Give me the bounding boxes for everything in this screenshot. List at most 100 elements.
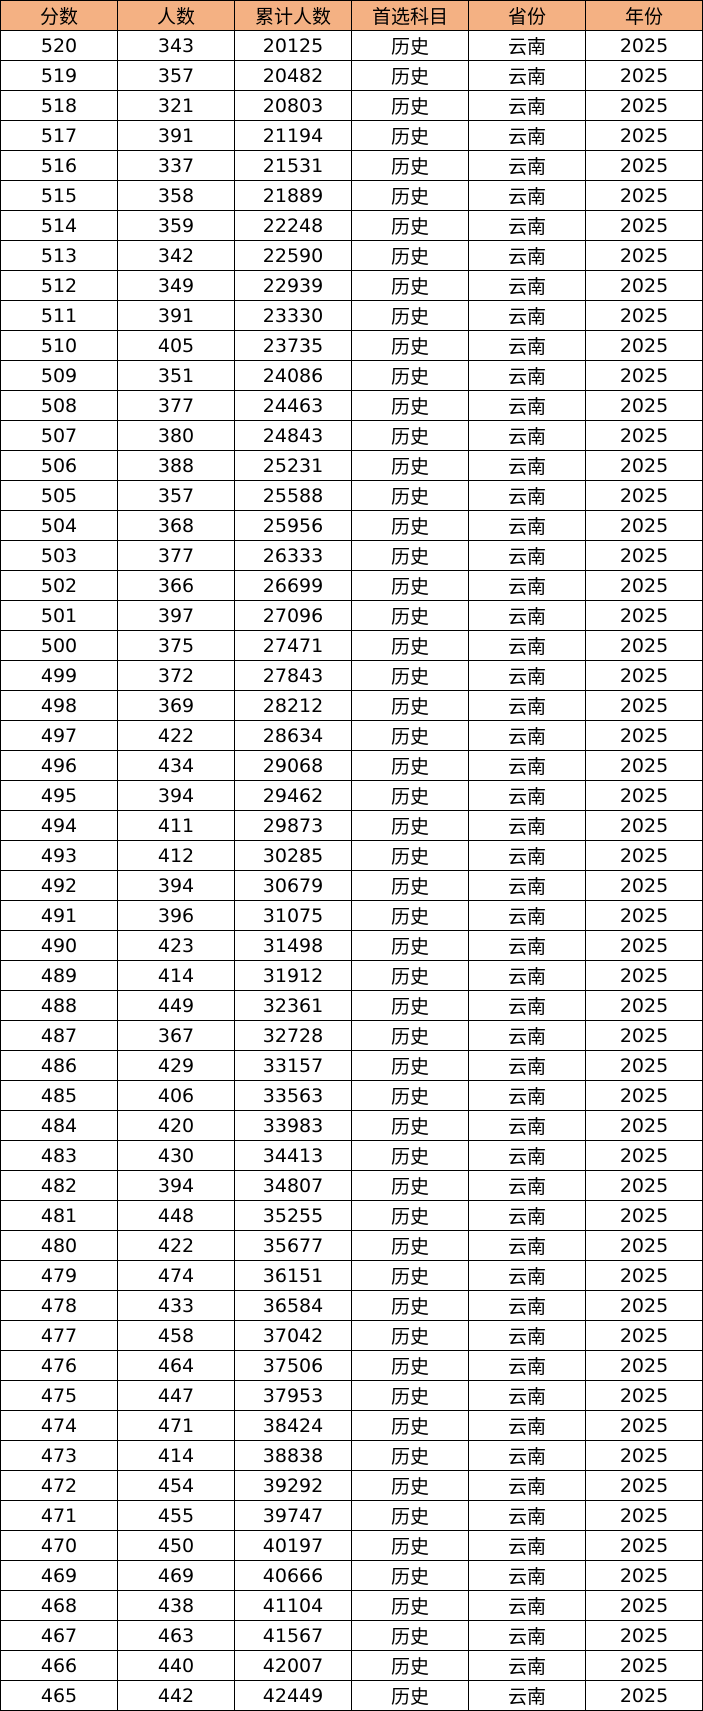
cell-count: 343: [117, 30, 235, 61]
cell-year: 2025: [585, 720, 703, 751]
cell-score: 507: [0, 420, 118, 451]
cell-score: 498: [0, 690, 118, 721]
cell-score: 482: [0, 1170, 118, 1201]
cell-score: 465: [0, 1680, 118, 1711]
cell-count: 450: [117, 1530, 235, 1561]
cell-subject: 历史: [351, 210, 469, 241]
cell-cumulative: 32361: [234, 990, 352, 1021]
cell-count: 411: [117, 810, 235, 841]
cell-count: 358: [117, 180, 235, 211]
table-row: 508 377 24463 历史 云南 2025: [0, 390, 703, 421]
cell-count: 372: [117, 660, 235, 691]
cell-subject: 历史: [351, 300, 469, 331]
cell-province: 云南: [468, 900, 586, 931]
cell-count: 434: [117, 750, 235, 781]
cell-count: 359: [117, 210, 235, 241]
cell-province: 云南: [468, 360, 586, 391]
cell-cumulative: 31912: [234, 960, 352, 991]
cell-score: 518: [0, 90, 118, 121]
cell-count: 321: [117, 90, 235, 121]
cell-province: 云南: [468, 1380, 586, 1411]
cell-subject: 历史: [351, 1200, 469, 1231]
cell-score: 509: [0, 360, 118, 391]
table-row: 487 367 32728 历史 云南 2025: [0, 1020, 703, 1051]
cell-province: 云南: [468, 810, 586, 841]
table-row: 497 422 28634 历史 云南 2025: [0, 720, 703, 751]
cell-count: 412: [117, 840, 235, 871]
cell-cumulative: 22248: [234, 210, 352, 241]
cell-count: 442: [117, 1680, 235, 1711]
cell-count: 367: [117, 1020, 235, 1051]
cell-subject: 历史: [351, 720, 469, 751]
cell-score: 501: [0, 600, 118, 631]
table-row: 519 357 20482 历史 云南 2025: [0, 60, 703, 91]
cell-year: 2025: [585, 780, 703, 811]
table-row: 500 375 27471 历史 云南 2025: [0, 630, 703, 661]
cell-year: 2025: [585, 870, 703, 901]
cell-subject: 历史: [351, 420, 469, 451]
cell-year: 2025: [585, 90, 703, 121]
cell-subject: 历史: [351, 870, 469, 901]
cell-count: 449: [117, 990, 235, 1021]
cell-subject: 历史: [351, 690, 469, 721]
table-row: 502 366 26699 历史 云南 2025: [0, 570, 703, 601]
header-cumulative: 累计人数: [234, 0, 352, 31]
cell-score: 477: [0, 1320, 118, 1351]
cell-count: 455: [117, 1500, 235, 1531]
cell-count: 422: [117, 1230, 235, 1261]
cell-score: 468: [0, 1590, 118, 1621]
cell-count: 463: [117, 1620, 235, 1651]
table-row: 514 359 22248 历史 云南 2025: [0, 210, 703, 241]
cell-cumulative: 39292: [234, 1470, 352, 1501]
table-row: 465 442 42449 历史 云南 2025: [0, 1680, 703, 1711]
cell-score: 475: [0, 1380, 118, 1411]
cell-year: 2025: [585, 270, 703, 301]
table-row: 472 454 39292 历史 云南 2025: [0, 1470, 703, 1501]
cell-year: 2025: [585, 660, 703, 691]
cell-cumulative: 20482: [234, 60, 352, 91]
cell-cumulative: 36584: [234, 1290, 352, 1321]
cell-year: 2025: [585, 1200, 703, 1231]
cell-cumulative: 33983: [234, 1110, 352, 1141]
table-row: 511 391 23330 历史 云南 2025: [0, 300, 703, 331]
cell-count: 414: [117, 960, 235, 991]
cell-cumulative: 27843: [234, 660, 352, 691]
cell-cumulative: 33563: [234, 1080, 352, 1111]
cell-province: 云南: [468, 420, 586, 451]
cell-cumulative: 39747: [234, 1500, 352, 1531]
table-row: 467 463 41567 历史 云南 2025: [0, 1620, 703, 1651]
table-row: 513 342 22590 历史 云南 2025: [0, 240, 703, 271]
cell-score: 476: [0, 1350, 118, 1381]
cell-subject: 历史: [351, 1110, 469, 1141]
cell-cumulative: 24086: [234, 360, 352, 391]
cell-subject: 历史: [351, 1140, 469, 1171]
cell-score: 520: [0, 30, 118, 61]
table-row: 501 397 27096 历史 云南 2025: [0, 600, 703, 631]
cell-cumulative: 33157: [234, 1050, 352, 1081]
cell-count: 464: [117, 1350, 235, 1381]
cell-year: 2025: [585, 1080, 703, 1111]
cell-subject: 历史: [351, 270, 469, 301]
cell-subject: 历史: [351, 780, 469, 811]
cell-year: 2025: [585, 1500, 703, 1531]
cell-cumulative: 42449: [234, 1680, 352, 1711]
cell-subject: 历史: [351, 1350, 469, 1381]
cell-subject: 历史: [351, 90, 469, 121]
cell-count: 406: [117, 1080, 235, 1111]
cell-score: 473: [0, 1440, 118, 1471]
table-row: 492 394 30679 历史 云南 2025: [0, 870, 703, 901]
cell-subject: 历史: [351, 390, 469, 421]
table-row: 477 458 37042 历史 云南 2025: [0, 1320, 703, 1351]
table-row: 490 423 31498 历史 云南 2025: [0, 930, 703, 961]
cell-cumulative: 24463: [234, 390, 352, 421]
table-row: 517 391 21194 历史 云南 2025: [0, 120, 703, 151]
cell-province: 云南: [468, 570, 586, 601]
cell-cumulative: 40197: [234, 1530, 352, 1561]
cell-count: 423: [117, 930, 235, 961]
header-score: 分数: [0, 0, 118, 31]
cell-province: 云南: [468, 1080, 586, 1111]
cell-province: 云南: [468, 1290, 586, 1321]
cell-year: 2025: [585, 180, 703, 211]
cell-province: 云南: [468, 1650, 586, 1681]
cell-year: 2025: [585, 210, 703, 241]
